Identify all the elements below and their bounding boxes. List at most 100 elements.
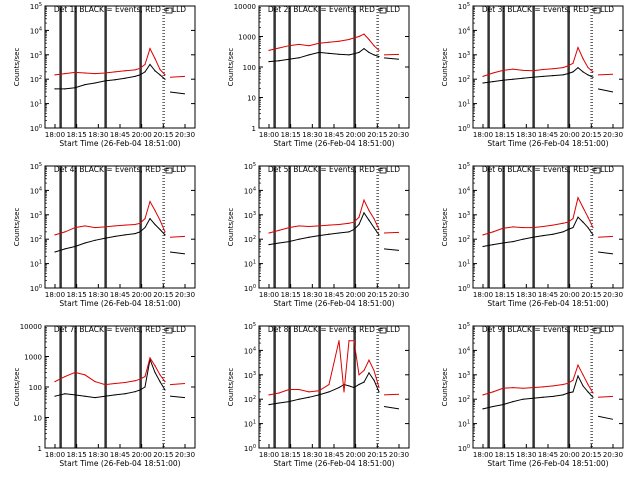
y-tick-label: 104 [30, 186, 42, 195]
events-data-point [278, 242, 280, 244]
y-tick-label: 100 [458, 444, 470, 453]
plot-frame [44, 325, 196, 449]
events-data-point [154, 371, 156, 374]
lld-data-point [144, 63, 146, 66]
events-data-point [278, 402, 280, 404]
y-tick-label: 101 [458, 260, 470, 269]
lld-data-point [94, 226, 96, 229]
x-tick-label: 18:00 [473, 131, 493, 139]
events-data-point [592, 76, 594, 78]
lld-series-line [54, 200, 166, 236]
lld-data-point [94, 72, 96, 75]
lld-data-point [368, 209, 370, 212]
events-data-point [552, 75, 554, 77]
lld-data-point [587, 66, 589, 69]
y-tick-label: 1000 [24, 354, 42, 362]
events-data-point [124, 393, 126, 395]
events-data-point [512, 400, 514, 403]
x-axis-label: Start Time (26-Feb-04 18:51:00) [273, 459, 394, 468]
x-axis-label: Start Time (26-Feb-04 18:51:00) [487, 299, 608, 308]
panel-title: Det 3: BLACK = Events, RED = LLD [482, 5, 614, 14]
x-tick-label: 20:00 [560, 451, 580, 459]
lld-data-point [492, 231, 494, 233]
events-data-point [363, 381, 365, 383]
events-data-point [512, 78, 514, 80]
panel-det-2: 1 10 100 1000 10000 18:00 18:15 18:30 18:45 20:00… [227, 3, 410, 148]
lld-data-point [378, 49, 380, 52]
x-tick-label: 20:00 [560, 131, 580, 139]
lld-data-point [278, 47, 280, 49]
events-data-point [567, 72, 569, 75]
events-data-point [308, 396, 310, 398]
lld-post-saa-line [383, 53, 400, 56]
lld-data-point [552, 385, 554, 387]
lld-data-point [308, 45, 310, 47]
events-data-point [363, 212, 365, 214]
y-tick-label: 103 [244, 371, 256, 380]
lld-data-point [562, 66, 564, 69]
events-series-line [54, 217, 166, 253]
lld-data-point [542, 386, 544, 388]
lld-data-point [378, 386, 380, 389]
y-tick-label: 101 [458, 420, 470, 429]
events-series-line [55, 63, 166, 90]
events-data-point [104, 395, 106, 397]
lld-data-point [74, 226, 76, 229]
lld-data-point [144, 217, 146, 220]
x-tick-label: 18:30 [88, 131, 108, 139]
x-tick-label: 20:00 [132, 131, 152, 139]
events-data-point [64, 88, 66, 90]
lld-data-point [552, 68, 554, 70]
lld-data-point [582, 206, 584, 209]
events-data-point [592, 234, 594, 236]
events-data-point [144, 226, 146, 229]
x-tick-label: 18:45 [110, 131, 130, 139]
events-data-point [134, 75, 136, 78]
lld-post-saa-line [169, 235, 186, 238]
lld-data-point [134, 69, 136, 71]
events-data-point [164, 78, 166, 80]
y-tick-label: 100 [29, 384, 42, 392]
x-tick-label: 20:15 [581, 291, 601, 299]
x-tick-label: 20:15 [367, 291, 387, 299]
lld-data-point [154, 365, 156, 367]
plot-frame [472, 165, 624, 289]
x-tick-label: 20:00 [346, 291, 366, 299]
events-data-point [134, 391, 136, 393]
y-tick-label: 102 [30, 235, 42, 244]
events-data-point [298, 398, 300, 400]
y-tick-label: 103 [458, 51, 470, 60]
events-data-point [288, 400, 290, 403]
events-data-point [492, 244, 494, 246]
lld-data-point [328, 41, 330, 43]
x-tick-label: 20:30 [175, 451, 195, 459]
events-data-point [149, 63, 151, 66]
events-data-point [353, 228, 355, 231]
y-axis-label: Counts/sec [227, 368, 235, 407]
x-tick-label: 20:15 [581, 131, 601, 139]
lld-post-saa-line [383, 231, 400, 234]
y-axis-label: Counts/sec [13, 48, 21, 87]
lld-data-point [318, 42, 320, 44]
x-tick-label: 18:30 [302, 131, 322, 139]
events-data-point [348, 385, 350, 387]
x-tick-label: 18:45 [538, 291, 558, 299]
events-data-point [348, 54, 350, 56]
events-post-saa-line [597, 88, 614, 93]
x-tick-label: 18:15 [281, 451, 301, 459]
events-data-point [572, 71, 574, 73]
x-tick-label: 20:30 [175, 291, 195, 299]
x-tick-label: 20:30 [603, 291, 623, 299]
y-tick-label: 105 [458, 162, 470, 171]
lld-data-point [134, 223, 136, 226]
lld-data-point [164, 381, 166, 383]
x-tick-label: 20:30 [389, 131, 409, 139]
events-series-line [482, 216, 594, 247]
events-data-point [328, 52, 330, 54]
x-tick-label: 18:00 [473, 291, 493, 299]
x-tick-label: 20:30 [175, 131, 195, 139]
lld-data-point [338, 223, 340, 226]
lld-data-point [592, 71, 594, 73]
lld-data-point [84, 374, 86, 376]
